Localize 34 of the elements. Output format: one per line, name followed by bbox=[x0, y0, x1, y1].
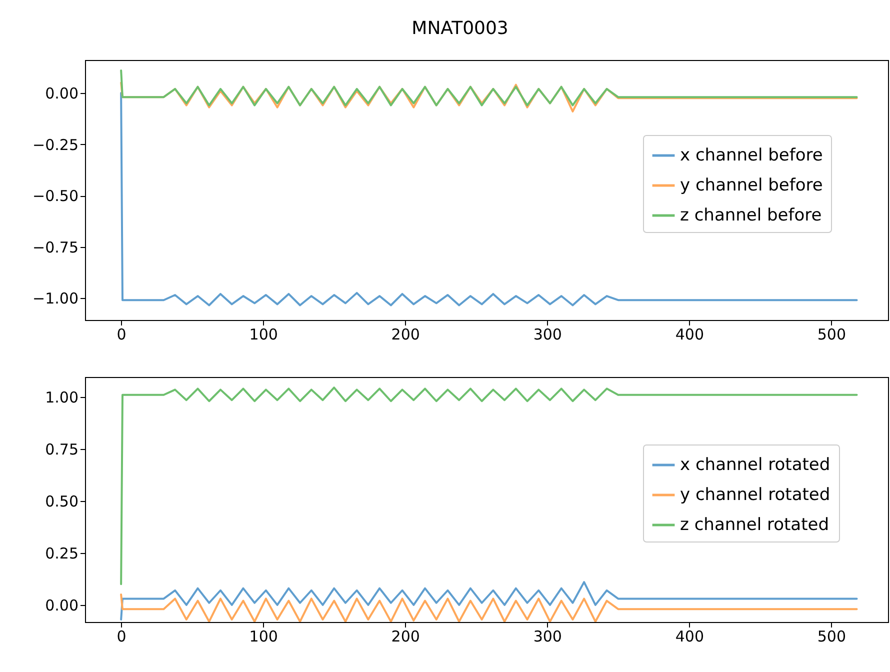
line-series bbox=[120, 69, 858, 106]
x-tick-label: 100 bbox=[249, 628, 278, 646]
y-tick-label: −0.25 bbox=[32, 136, 78, 154]
x-tick-label: 200 bbox=[391, 628, 420, 646]
y-tick-label: −0.50 bbox=[32, 187, 78, 206]
x-tick-label: 300 bbox=[533, 628, 562, 646]
line-series bbox=[120, 92, 858, 306]
line-series bbox=[120, 594, 858, 622]
chart-title: MNAT0003 bbox=[412, 18, 508, 39]
legend-label: y channel before bbox=[680, 176, 823, 196]
legend-label: x channel rotated bbox=[680, 455, 830, 475]
x-tick-label: 100 bbox=[249, 326, 278, 344]
x-tick-label: 500 bbox=[817, 628, 846, 646]
legend-label: z channel rotated bbox=[680, 515, 830, 535]
line-series bbox=[120, 386, 858, 586]
x-tick-label: 400 bbox=[675, 326, 704, 344]
y-tick-label: 0.50 bbox=[45, 492, 78, 510]
x-tick-label: 300 bbox=[533, 326, 562, 344]
legend-label: y channel rotated bbox=[680, 485, 830, 505]
y-tick-label: 0.00 bbox=[45, 84, 78, 103]
y-tick-label: 0.00 bbox=[45, 596, 78, 614]
legend-label: z channel before bbox=[680, 206, 822, 226]
y-tick-label: −0.75 bbox=[32, 238, 78, 256]
y-tick-label: 1.00 bbox=[45, 388, 78, 406]
x-tick-label: 400 bbox=[675, 628, 704, 646]
x-tick-label: 0 bbox=[116, 326, 126, 344]
x-tick-label: 500 bbox=[817, 326, 846, 344]
line-series bbox=[120, 581, 858, 621]
y-tick-label: −1.00 bbox=[32, 290, 78, 308]
y-tick-label: 0.75 bbox=[45, 440, 78, 458]
y-tick-label: 0.25 bbox=[45, 544, 78, 562]
x-tick-label: 200 bbox=[391, 326, 420, 344]
x-tick-label: 0 bbox=[116, 628, 126, 646]
legend-label: x channel before bbox=[680, 146, 823, 166]
